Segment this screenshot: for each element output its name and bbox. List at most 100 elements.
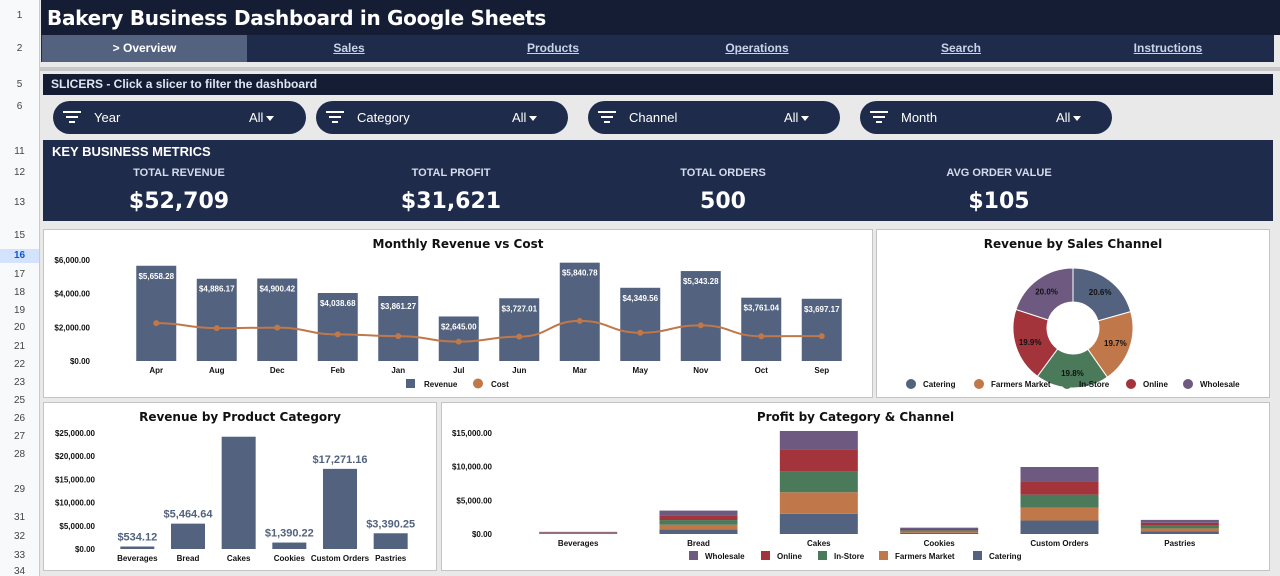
category-bar [272,542,307,549]
x-tick-label: Bread [177,554,200,563]
legend-label-revenue: Revenue [424,380,458,389]
row-number[interactable]: 16 [0,249,39,263]
row-number[interactable]: 22 [13,359,26,370]
legend-swatch [906,379,916,389]
kpi-value-total-profit: $31,621 [400,189,502,214]
tab-search[interactable]: Search [940,41,982,55]
row-number[interactable]: 32 [13,531,26,542]
monthly-chart-svg: $0.00 $2,000.00 $4,000.00 $6,000.00 $5,658.2… [54,256,842,389]
chart-title: Profit by Category & Channel [756,410,955,424]
y-tick-label: $2,000.00 [54,323,90,332]
frozen-rows-divider[interactable] [40,67,1280,71]
revenue-bar [136,265,177,361]
row-number[interactable]: 19 [13,305,26,316]
row-number[interactable]: 15 [13,230,26,241]
row-number[interactable]: 27 [13,431,26,442]
stacked-segment [1140,531,1219,534]
row-number[interactable]: 20 [13,322,26,333]
slicer-month[interactable]: Month All [860,101,1112,134]
slicer-channel[interactable]: Channel All [588,101,840,134]
stacked-segment [1140,522,1219,526]
stacked-segment [1140,528,1219,532]
tab-overview[interactable]: > Overview [42,35,247,62]
row-number[interactable]: 1 [16,10,23,21]
kpi-label-total-orders: TOTAL ORDERS [680,167,766,179]
bar-data-label: $1,390.22 [265,528,314,540]
stacked-segment [1140,525,1219,529]
row-number[interactable]: 12 [13,167,26,178]
cost-point [455,338,462,345]
row-number[interactable]: 13 [13,197,26,208]
x-tick-label: Mar [573,366,587,375]
y-tick-label: $5,000.00 [456,496,492,505]
bar-data-label: $4,038.68 [320,299,356,308]
row-number[interactable]: 2 [16,43,23,54]
row-number[interactable]: 29 [13,484,26,495]
stacked-segment [900,532,979,534]
tab-instructions[interactable]: Instructions [1133,41,1203,55]
y-tick-label: $0.00 [70,357,91,366]
category-bar [373,533,408,549]
row-number[interactable]: 34 [13,566,26,576]
stacked-segment [1020,520,1099,534]
row-number[interactable]: 21 [13,341,26,352]
tab-sales[interactable]: Sales [333,41,365,55]
bar-data-label: $3,861.27 [380,302,416,311]
legend-label: Online [1143,380,1168,389]
cost-point [697,322,704,329]
dashboard-title: Bakery Business Dashboard in Google Shee… [47,6,546,30]
row-number[interactable]: 25 [13,395,26,406]
legend-swatch [818,551,827,560]
bar-data-label: $5,658.28 [138,272,174,281]
chart-title: Revenue by Sales Channel [983,237,1163,251]
stacked-segment [659,529,738,534]
stacked-segment [900,528,979,531]
legend-swatch [1126,379,1136,389]
stacked-segment [900,531,979,533]
row-number[interactable]: 18 [13,287,26,298]
pie-data-label: 19.9% [1019,338,1042,347]
row-number[interactable]: 17 [13,269,26,280]
x-tick-label: Dec [270,366,285,375]
legend-swatch-revenue [406,379,415,388]
stacked-segment [659,520,738,525]
x-tick-label: Aug [209,366,225,375]
stacked-segment [1020,467,1099,482]
row-number[interactable]: 23 [13,377,26,388]
chart-revenue-by-product-category[interactable]: $0.00 $5,000.00 $10,000.00 $15,000.00 $20,00… [43,402,437,571]
legend-label: Catering [923,380,956,389]
row-number[interactable]: 26 [13,413,26,424]
y-tick-label: $5,000.00 [59,522,95,531]
slicer-category-value: All [512,110,527,125]
legend-swatch [879,551,888,560]
row-number[interactable]: 6 [16,101,23,112]
cost-point [758,333,765,340]
stacked-segment [779,492,858,514]
chart-revenue-by-sales-channel[interactable]: Revenue by Sales Channel 20.6% 19.7% 19.8%… [876,229,1270,398]
chevron-down-icon [529,116,537,121]
channel-chart-svg: 20.6% 19.7% 19.8% 19.9% 20.0% Catering Farmers… [906,267,1240,389]
x-tick-label: Apr [149,366,163,375]
row-number[interactable]: 11 [14,146,25,157]
tab-products[interactable]: Products [526,41,579,55]
row-number[interactable]: 33 [13,550,26,561]
chart-profit-by-category-and-channel[interactable]: Profit by Category & Channel $0.00 $5,000… [441,402,1270,571]
slicer-year[interactable]: Year All [53,101,306,134]
tab-operations[interactable]: Operations [725,41,789,55]
category-bar [171,523,205,549]
row-number[interactable]: 28 [13,449,26,460]
cost-point [637,329,644,336]
stacked-segment [1140,519,1219,523]
stacked-segment [779,449,858,472]
chart-title: Revenue by Product Category [139,410,341,424]
row-number[interactable]: 5 [16,79,23,90]
chart-monthly-revenue-vs-cost[interactable]: Monthly Revenue vs Cost $0.00 $2,000.00 $4… [43,229,873,398]
filter-icon [63,111,81,123]
stacked-segment [659,524,738,530]
row-number-gutter [0,0,40,576]
category-chart-svg: $0.00 $5,000.00 $10,000.00 $15,000.00 $20,00… [55,429,415,563]
key-metrics-panel: KEY BUSINESS METRICS TOTAL REVENUE $52,7… [43,140,1273,221]
row-number[interactable]: 31 [13,512,26,523]
stacked-segment [539,533,618,534]
slicer-category[interactable]: Category All [316,101,568,134]
